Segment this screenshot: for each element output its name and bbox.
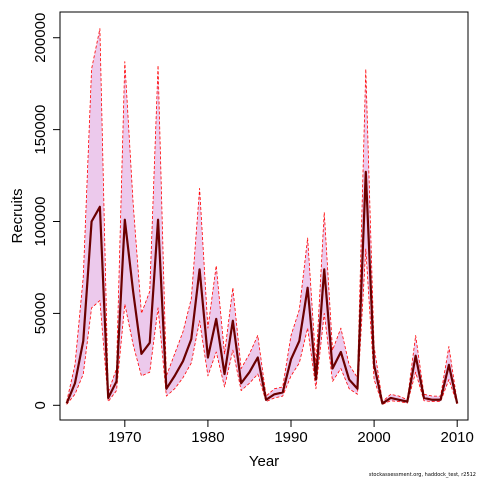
confidence-band [66, 28, 458, 405]
plot-frame [59, 11, 469, 421]
lower-bound-line [66, 248, 458, 405]
y-tick-label: 50000 [32, 293, 49, 335]
y-tick-label: 0 [32, 401, 49, 409]
band-area [66, 28, 458, 405]
x-tick-label: 1990 [274, 429, 307, 446]
x-tick-label: 2000 [357, 429, 390, 446]
x-tick-label: 2010 [441, 429, 474, 446]
footnote: stockassessment.org, haddock_test, r2512 [369, 472, 476, 478]
y-axis: 0 50000 100000 150000 200000 [32, 13, 60, 409]
y-tick-label: 200000 [32, 13, 49, 63]
series-lines [65, 28, 459, 405]
y-axis-title: Recruits [9, 188, 26, 243]
x-tick-label: 1980 [191, 429, 224, 446]
x-axis: 1970 1980 1990 2000 2010 [108, 420, 474, 446]
y-tick-label: 150000 [32, 105, 49, 155]
estimate-line [65, 170, 459, 405]
x-tick-label: 1970 [108, 429, 141, 446]
x-axis-title: Year [249, 453, 279, 470]
y-tick-label: 100000 [32, 196, 49, 246]
